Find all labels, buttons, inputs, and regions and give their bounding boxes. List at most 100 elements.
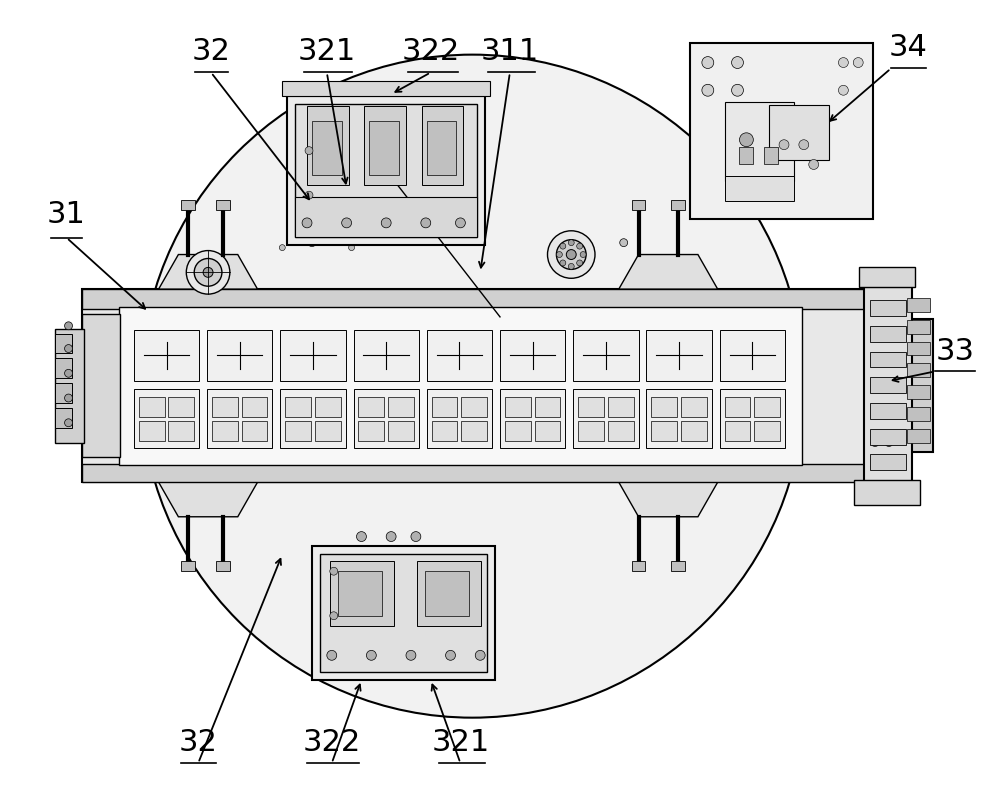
Polygon shape xyxy=(619,482,718,517)
Bar xyxy=(422,106,463,185)
Circle shape xyxy=(838,86,848,95)
Bar xyxy=(651,421,677,441)
Bar xyxy=(870,326,906,341)
Circle shape xyxy=(809,159,819,170)
Circle shape xyxy=(566,250,576,260)
Bar xyxy=(432,397,457,417)
Bar xyxy=(870,429,906,445)
Bar xyxy=(608,421,634,441)
Circle shape xyxy=(702,57,714,69)
Text: 31: 31 xyxy=(47,200,86,229)
Bar xyxy=(55,408,72,428)
Text: 311: 311 xyxy=(481,37,539,66)
Circle shape xyxy=(203,268,213,277)
Bar xyxy=(907,385,930,399)
Bar xyxy=(338,571,382,616)
Circle shape xyxy=(327,650,337,660)
Circle shape xyxy=(556,239,586,269)
Bar xyxy=(181,200,195,210)
Circle shape xyxy=(885,439,893,446)
Bar xyxy=(907,320,930,334)
Circle shape xyxy=(396,235,406,244)
Bar xyxy=(608,397,634,417)
Bar xyxy=(295,104,477,237)
Bar xyxy=(285,397,311,417)
Bar xyxy=(168,397,194,417)
Circle shape xyxy=(702,84,714,96)
Bar xyxy=(280,330,346,381)
Bar xyxy=(427,389,492,449)
Bar xyxy=(725,397,750,417)
Circle shape xyxy=(560,260,566,266)
Circle shape xyxy=(871,439,879,446)
Circle shape xyxy=(279,244,285,251)
Bar xyxy=(134,330,199,381)
Circle shape xyxy=(838,58,848,67)
Circle shape xyxy=(366,650,376,660)
Polygon shape xyxy=(159,482,258,517)
Bar xyxy=(754,421,780,441)
Bar xyxy=(535,397,560,417)
Circle shape xyxy=(330,612,338,620)
Circle shape xyxy=(330,567,338,575)
Circle shape xyxy=(568,264,574,269)
Bar xyxy=(212,421,238,441)
Bar xyxy=(82,314,120,457)
Bar xyxy=(632,200,645,210)
Bar xyxy=(725,176,794,201)
Bar xyxy=(55,383,72,403)
Bar xyxy=(500,389,565,449)
Text: 34: 34 xyxy=(888,33,927,62)
Circle shape xyxy=(577,260,583,266)
Bar xyxy=(769,105,829,159)
Bar xyxy=(535,421,560,441)
Circle shape xyxy=(305,191,313,199)
Text: 32: 32 xyxy=(192,37,230,66)
Circle shape xyxy=(455,218,465,227)
Circle shape xyxy=(577,244,583,249)
Bar xyxy=(139,421,165,441)
Bar xyxy=(168,421,194,441)
Bar xyxy=(432,421,457,441)
Circle shape xyxy=(342,218,352,227)
Bar xyxy=(134,389,199,449)
Bar xyxy=(505,421,531,441)
Bar xyxy=(354,389,419,449)
Bar xyxy=(55,328,84,443)
Bar xyxy=(907,341,930,356)
Bar xyxy=(907,298,930,312)
Bar xyxy=(427,121,456,175)
Bar xyxy=(282,82,490,96)
Bar xyxy=(671,562,685,571)
Circle shape xyxy=(739,133,753,147)
Circle shape xyxy=(349,244,355,251)
Bar xyxy=(681,397,707,417)
Circle shape xyxy=(556,252,562,257)
Circle shape xyxy=(65,344,72,352)
Bar xyxy=(280,389,346,449)
Text: 322: 322 xyxy=(402,37,460,66)
Circle shape xyxy=(186,251,230,294)
Bar xyxy=(82,465,869,482)
Polygon shape xyxy=(619,255,718,289)
Bar xyxy=(82,289,869,482)
Bar xyxy=(207,330,272,381)
Bar xyxy=(573,330,639,381)
Circle shape xyxy=(406,650,416,660)
Bar xyxy=(417,562,481,626)
Text: 321: 321 xyxy=(298,37,356,66)
Text: 33: 33 xyxy=(936,337,975,366)
Circle shape xyxy=(65,394,72,402)
Bar xyxy=(869,314,907,457)
Circle shape xyxy=(560,244,566,249)
Bar xyxy=(764,147,778,164)
Bar xyxy=(307,106,349,185)
Circle shape xyxy=(732,57,743,69)
Circle shape xyxy=(65,322,72,330)
Bar xyxy=(315,421,341,441)
Bar xyxy=(388,397,414,417)
Bar xyxy=(55,334,72,353)
Bar xyxy=(573,389,639,449)
Circle shape xyxy=(421,218,431,227)
Bar xyxy=(425,571,469,616)
